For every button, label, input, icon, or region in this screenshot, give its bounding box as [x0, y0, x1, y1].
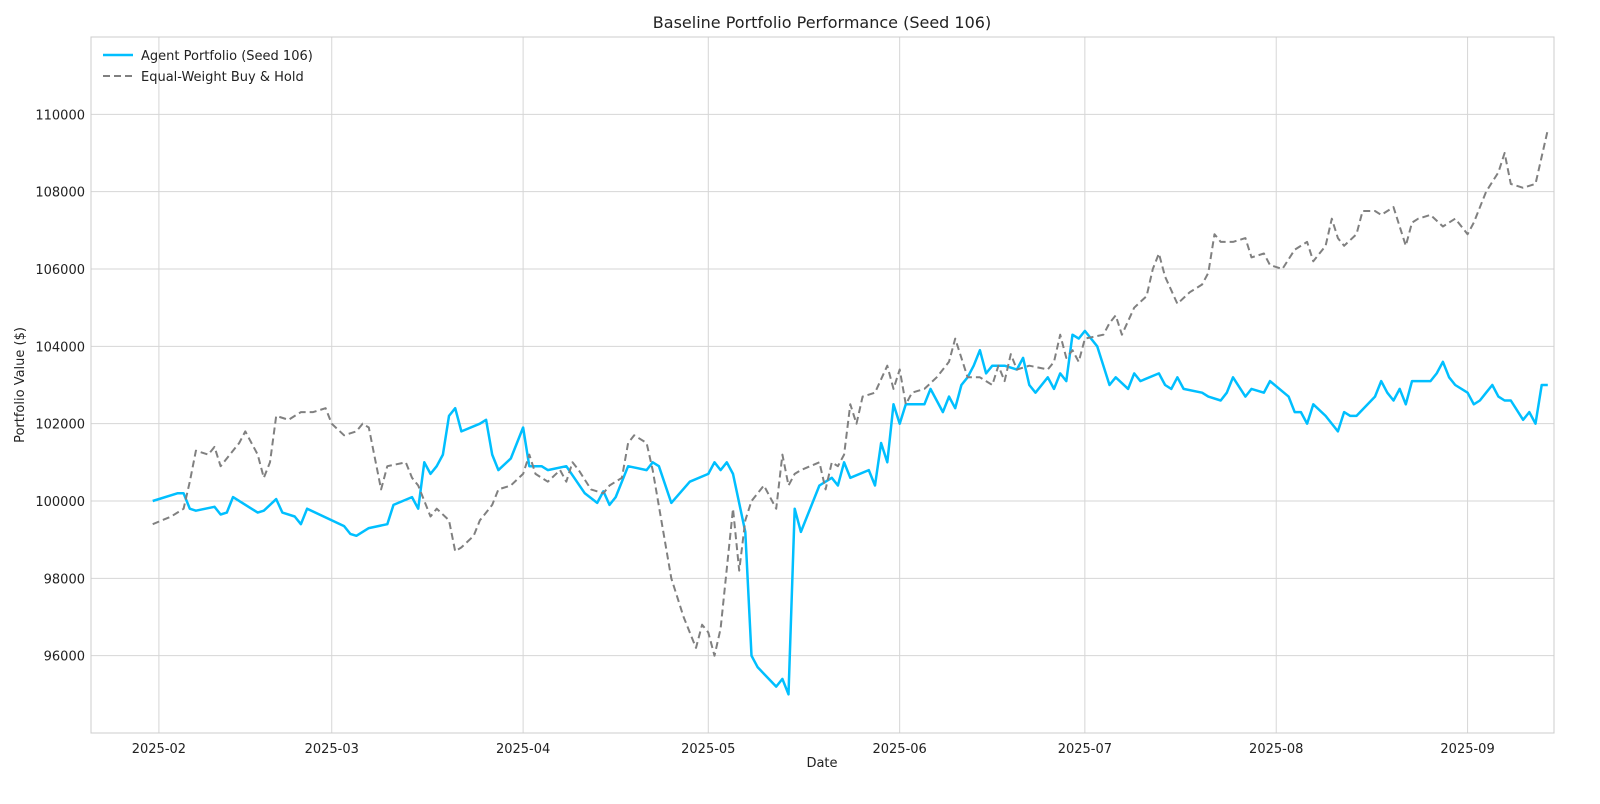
x-tick-label: 2025-02: [132, 742, 186, 757]
y-tick-label: 96000: [44, 650, 85, 665]
y-tick-label: 110000: [35, 108, 85, 123]
x-tick-label: 2025-06: [872, 742, 926, 757]
y-tick-label: 106000: [35, 263, 85, 278]
x-tick-label: 2025-04: [496, 742, 550, 757]
x-tick-label: 2025-03: [305, 742, 359, 757]
grid-lines: [91, 37, 1554, 733]
x-tick-label: 2025-07: [1058, 742, 1112, 757]
series-layer: [152, 129, 1549, 696]
series-line-benchmark: [152, 129, 1549, 657]
x-tick-label: 2025-05: [681, 742, 735, 757]
plot-frame: [90, 36, 1555, 734]
y-tick-label: 108000: [35, 186, 85, 201]
y-tick-label: 104000: [35, 340, 85, 355]
series-line-agent: [152, 329, 1548, 696]
x-tick-label: 2025-09: [1440, 742, 1494, 757]
legend: Agent Portfolio (Seed 106) Equal-Weight …: [103, 49, 313, 85]
x-tick-label: 2025-08: [1249, 742, 1303, 757]
y-tick-label: 102000: [35, 418, 85, 433]
chart-title: Baseline Portfolio Performance (Seed 106…: [653, 13, 991, 32]
tick-labels: 2025-02 2025-03 2025-04 2025-05 2025-06 2025-…: [35, 108, 1494, 757]
x-axis-label: Date: [806, 756, 837, 771]
y-axis-label: Portfolio Value ($): [13, 327, 28, 443]
legend-label-agent: Agent Portfolio (Seed 106): [141, 49, 313, 64]
y-tick-label: 100000: [35, 495, 85, 510]
legend-label-benchmark: Equal-Weight Buy & Hold: [141, 70, 304, 85]
y-tick-label: 98000: [44, 572, 85, 587]
